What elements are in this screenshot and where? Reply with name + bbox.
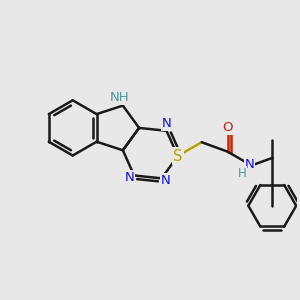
Text: S: S	[173, 148, 182, 164]
Text: O: O	[222, 122, 233, 134]
Text: NH: NH	[110, 91, 130, 104]
Text: N: N	[125, 171, 135, 184]
Text: N: N	[245, 158, 255, 171]
Text: N: N	[162, 117, 171, 130]
Text: H: H	[238, 167, 247, 180]
Text: N: N	[161, 174, 171, 187]
